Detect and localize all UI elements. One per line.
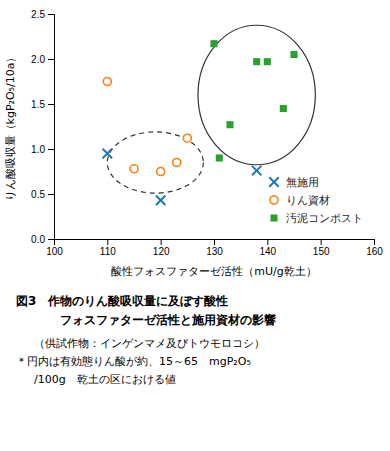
series	[103, 78, 191, 176]
note: /100g 乾土の区における値	[34, 373, 176, 386]
x-axis-line	[55, 240, 375, 246]
point	[103, 149, 112, 158]
y-tick: 2.5	[31, 9, 54, 20]
title: フォスファターゼ活性と施用資材の影響	[60, 313, 276, 327]
y-axis-line	[48, 15, 55, 240]
point	[130, 165, 138, 173]
legend-symbol	[270, 214, 277, 221]
point	[103, 78, 111, 86]
point	[226, 121, 233, 128]
legend-symbol	[270, 196, 278, 204]
x-tick: 100	[46, 239, 63, 257]
x-tick-label: 110	[100, 246, 116, 257]
y-tick-label: 1.0	[31, 144, 45, 155]
legend: 無施用りん資材汚泥コンポスト	[269, 176, 363, 225]
chart-root: 100 110 120 130 140 150 160 0.0 0.5 1.0 1.5 2.0 2.5 無…	[0, 0, 390, 451]
marks	[103, 25, 316, 205]
y-tick-label: 1.5	[31, 99, 45, 110]
legend-item: 無施用	[269, 176, 319, 189]
x-tick-label: 120	[153, 246, 170, 257]
x-tick-mark	[267, 239, 268, 245]
x-tick: 110	[100, 239, 116, 257]
x-axis: 100 110 120 130 140 150 160	[46, 239, 383, 257]
y-tick-mark	[48, 14, 54, 15]
y-tick-label: 0.5	[31, 189, 45, 200]
y-axis: 0.0 0.5 1.0 1.5 2.0 2.5	[31, 9, 54, 245]
point	[210, 40, 217, 47]
point	[253, 58, 260, 65]
x-tick-mark	[107, 239, 108, 245]
group-ellipse	[107, 132, 203, 193]
x-tick-label: 150	[313, 246, 330, 257]
x-tick-mark	[374, 239, 375, 245]
legend-symbol	[269, 177, 278, 186]
x-tick-label: 140	[259, 246, 276, 257]
note: （供試作物：インゲンマメ及びトウモロコシ）	[34, 337, 265, 350]
title: 図3 作物のりん酸吸収量に及ぼす酸性	[16, 294, 228, 308]
legend-label: 無施用	[286, 176, 319, 189]
y-tick-mark	[48, 239, 54, 240]
y-tick-label: 2.0	[31, 54, 45, 65]
y-tick-label: 2.5	[31, 9, 45, 20]
x-tick-mark	[214, 239, 215, 245]
plot: 100 110 120 130 140 150 160 0.0 0.5 1.0 1.5 2.0 2.5 無…	[31, 9, 383, 257]
point	[264, 58, 271, 65]
legend-label: 汚泥コンポスト	[286, 212, 363, 225]
y-tick-label: 0.0	[31, 234, 45, 245]
point	[216, 154, 223, 161]
series	[103, 149, 262, 205]
legend-item: りん資材	[270, 194, 330, 207]
legend-label: りん資材	[286, 194, 330, 207]
point	[290, 51, 297, 58]
point	[280, 105, 287, 112]
x-tick-label: 160	[366, 246, 383, 257]
group-ellipse	[198, 25, 315, 165]
x-tick-mark	[161, 239, 162, 245]
series	[210, 40, 297, 161]
x-tick-label: 100	[46, 246, 63, 257]
point	[157, 168, 165, 176]
x-tick-mark	[321, 239, 322, 245]
legend-item: 汚泥コンポスト	[270, 212, 363, 225]
point	[173, 159, 181, 167]
y-axis-title: りん酸吸収量（kgP₂O₅/10a）	[4, 52, 17, 202]
y-tick-mark	[48, 104, 54, 105]
x-tick: 150	[313, 239, 330, 257]
y-tick: 0.5	[31, 189, 54, 200]
point	[183, 134, 191, 142]
y-tick: 2.0	[31, 54, 54, 65]
point	[156, 196, 165, 205]
x-axis-title: 酸性フォスファターゼ活性（mU/g乾土）	[111, 265, 316, 278]
y-tick: 1.5	[31, 99, 54, 110]
y-tick-mark	[48, 149, 54, 150]
x-tick-label: 130	[206, 246, 223, 257]
point	[252, 166, 261, 175]
y-tick: 0.0	[31, 234, 54, 245]
note: ＊円内は有効態りん酸が約、15～65 mgP₂O₅	[16, 355, 251, 368]
y-tick-mark	[48, 59, 54, 60]
y-tick-mark	[48, 194, 54, 195]
x-tick: 160	[366, 239, 383, 257]
x-tick: 140	[259, 239, 276, 257]
x-tick: 120	[153, 239, 170, 257]
x-tick: 130	[206, 239, 223, 257]
y-tick: 1.0	[31, 144, 54, 155]
